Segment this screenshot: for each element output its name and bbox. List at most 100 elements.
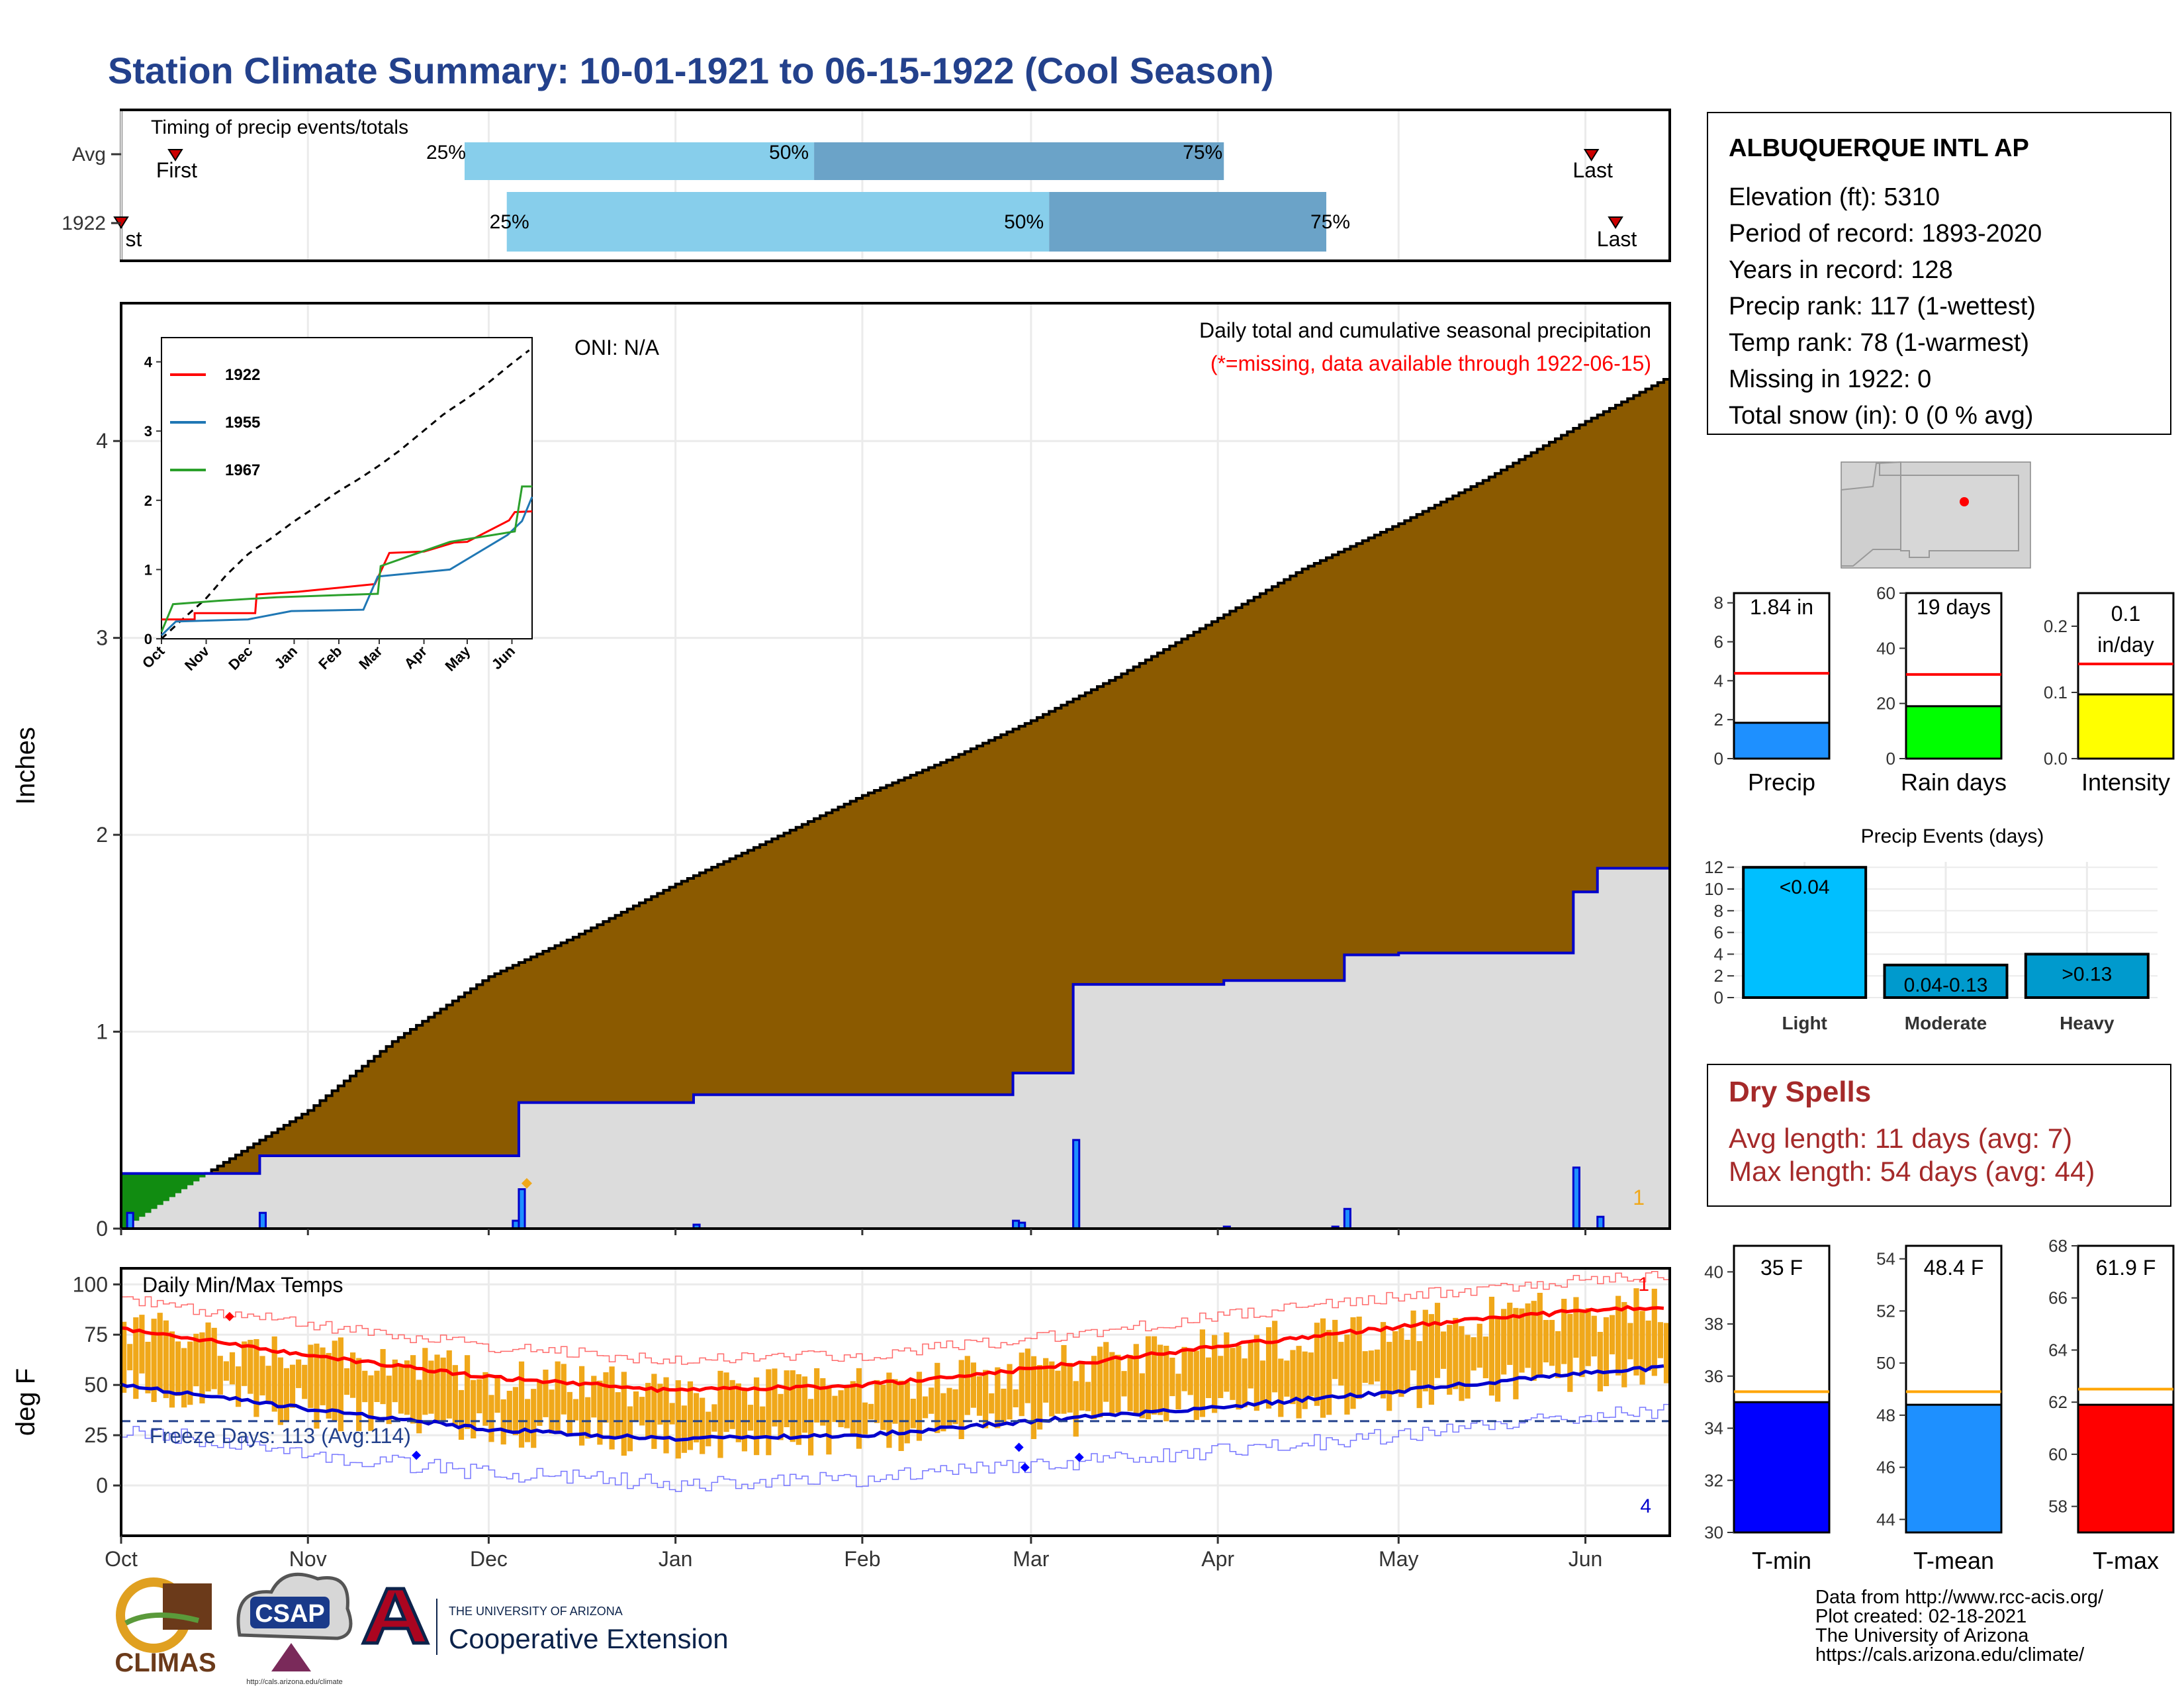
daily-temp-bar (1494, 1319, 1501, 1402)
temp-title: Daily Min/Max Temps (142, 1273, 343, 1297)
temp-extreme-marker (1020, 1462, 1030, 1472)
daily-temp-bar (1477, 1323, 1482, 1368)
daily-temp-bar (929, 1387, 934, 1414)
daily-temp-bar (223, 1361, 229, 1381)
mini-bar-value-label: 19 days (1917, 595, 1991, 619)
daily-temp-bar (1639, 1311, 1645, 1385)
event-bar (1742, 866, 1868, 999)
daily-temp-bar (603, 1372, 609, 1423)
timing-panel: 25% 50% 75% First Last 25% 50% 75% st Last Timing… (62, 109, 1671, 262)
temp-summary-name: T-max (2093, 1547, 2159, 1574)
daily-temp-bar (1645, 1320, 1651, 1371)
month-tick-label: Dec (470, 1547, 508, 1571)
daily-temp-bar (1013, 1389, 1019, 1407)
daily-temp-bar (211, 1327, 217, 1389)
daily-temp-bar (832, 1395, 838, 1423)
daily-temp-bar (1007, 1364, 1013, 1420)
daily-temp-bar (1218, 1356, 1224, 1399)
inset-y-tick-label: 2 (144, 492, 152, 509)
daily-temp-bar (1597, 1332, 1603, 1391)
quartile-label: 50% (769, 142, 809, 164)
daily-temp-bar (151, 1319, 157, 1402)
month-tick-label: Oct (105, 1547, 138, 1571)
daily-temp-bar (434, 1354, 440, 1424)
temp-extreme-marker (412, 1450, 422, 1460)
daily-temp-bar (265, 1366, 271, 1402)
daily-temp-bar (856, 1368, 862, 1449)
mini-bar-tick-label: 60 (1876, 583, 1895, 603)
events-y-tick-label: 12 (1704, 857, 1723, 877)
quartile-label: 25% (490, 211, 529, 233)
temp-y-tick-label: 50 (84, 1373, 108, 1397)
daily-temp-bar (651, 1374, 657, 1449)
daily-temp-bar (1573, 1297, 1579, 1358)
timing-label: Timing of precip events/totals (151, 117, 408, 138)
daily-temp-bar (1205, 1357, 1212, 1399)
climas-logo: CLIMAS (114, 1577, 216, 1677)
daily-temp-bar (145, 1341, 151, 1393)
mini-bar-value-label: 1.84 in (1750, 595, 1813, 619)
daily-temp-bar (904, 1382, 910, 1444)
temp-summary-bar (1733, 1401, 1831, 1534)
quartile-label: 75% (1310, 211, 1350, 233)
mini-bar-name: Intensity (2081, 769, 2170, 796)
precip-subtitle: Daily total and cumulative seasonal prec… (1199, 318, 1651, 342)
daily-temp-bar (1471, 1337, 1477, 1371)
temp-count-bottom: 4 (1640, 1495, 1651, 1517)
daily-temp-bar (494, 1378, 500, 1413)
temp-summary-charts: 30 32 34 36 38 40 35 F T-min 44 46 48 50 52 54 48.4 F T… (1704, 1236, 2175, 1574)
last-event-label: Last (1572, 158, 1613, 182)
temp-extreme-marker (224, 1311, 234, 1321)
daily-temp-bar (1224, 1332, 1230, 1392)
events-y-tick-label: 10 (1704, 879, 1723, 899)
locator-map (1841, 461, 2031, 569)
precip-y-label: Inches (11, 727, 40, 805)
daily-temp-bar (790, 1370, 796, 1442)
precip-y-tick-label: 2 (96, 823, 108, 847)
daily-temp-bar (477, 1379, 482, 1414)
daily-temp-bar (374, 1370, 380, 1403)
quartile-label: 75% (1183, 142, 1222, 164)
daily-temp-bar (989, 1393, 995, 1414)
daily-temp-bar (1253, 1335, 1259, 1411)
daily-temp-bar (302, 1364, 308, 1399)
events-y-tick-label: 4 (1714, 944, 1723, 964)
daily-temp-bar (585, 1397, 591, 1439)
record-min-line (121, 1403, 1670, 1492)
daily-temp-bar (578, 1366, 585, 1446)
temp-summary-tick-label: 36 (1704, 1366, 1723, 1386)
daily-temp-bar (1368, 1350, 1374, 1385)
month-tick-label: May (1379, 1547, 1418, 1571)
temp-panel-frame (120, 1267, 1671, 1537)
daily-temp-bar (1272, 1321, 1278, 1393)
daily-temp-bar (248, 1340, 253, 1394)
month-tick-label: Jan (659, 1547, 693, 1571)
event-bar-label: 0.04-0.13 (1904, 974, 1988, 996)
daily-temp-bar (657, 1383, 663, 1425)
daily-temp-bar (1344, 1335, 1350, 1415)
daily-temp-bar (1567, 1313, 1573, 1392)
university-of-arizona-logo: THE UNIVERSITY OF ARIZONA Cooperative Ex… (361, 1587, 729, 1655)
daily-temp-bar (814, 1368, 820, 1423)
temp-summary-tick-label: 54 (1876, 1249, 1895, 1269)
precip-y-tick-label: 1 (96, 1020, 108, 1044)
daily-temp-bar (1109, 1352, 1115, 1414)
daily-temp-bar (464, 1355, 471, 1429)
daily-temp-bar (308, 1344, 314, 1409)
daily-temp-bar (723, 1372, 729, 1432)
events-title: Precip Events (days) (1861, 825, 2044, 847)
inset-series-line (160, 496, 533, 636)
inset-frame (161, 337, 533, 639)
daily-temp-bar (687, 1381, 694, 1450)
last-event-marker (1608, 216, 1623, 229)
daily-temp-bar (1362, 1351, 1368, 1383)
daily-temp-bar (1387, 1342, 1392, 1411)
daily-max-marker (521, 1178, 532, 1189)
mini-bar-name: Rain days (1901, 769, 2007, 796)
daily-temp-bar (1158, 1344, 1163, 1415)
mini-bar-tick-label: 40 (1876, 638, 1895, 658)
daily-temp-bar (1465, 1335, 1471, 1399)
events-y-tick-label: 0 (1714, 988, 1723, 1008)
daily-temp-bar (193, 1333, 199, 1387)
